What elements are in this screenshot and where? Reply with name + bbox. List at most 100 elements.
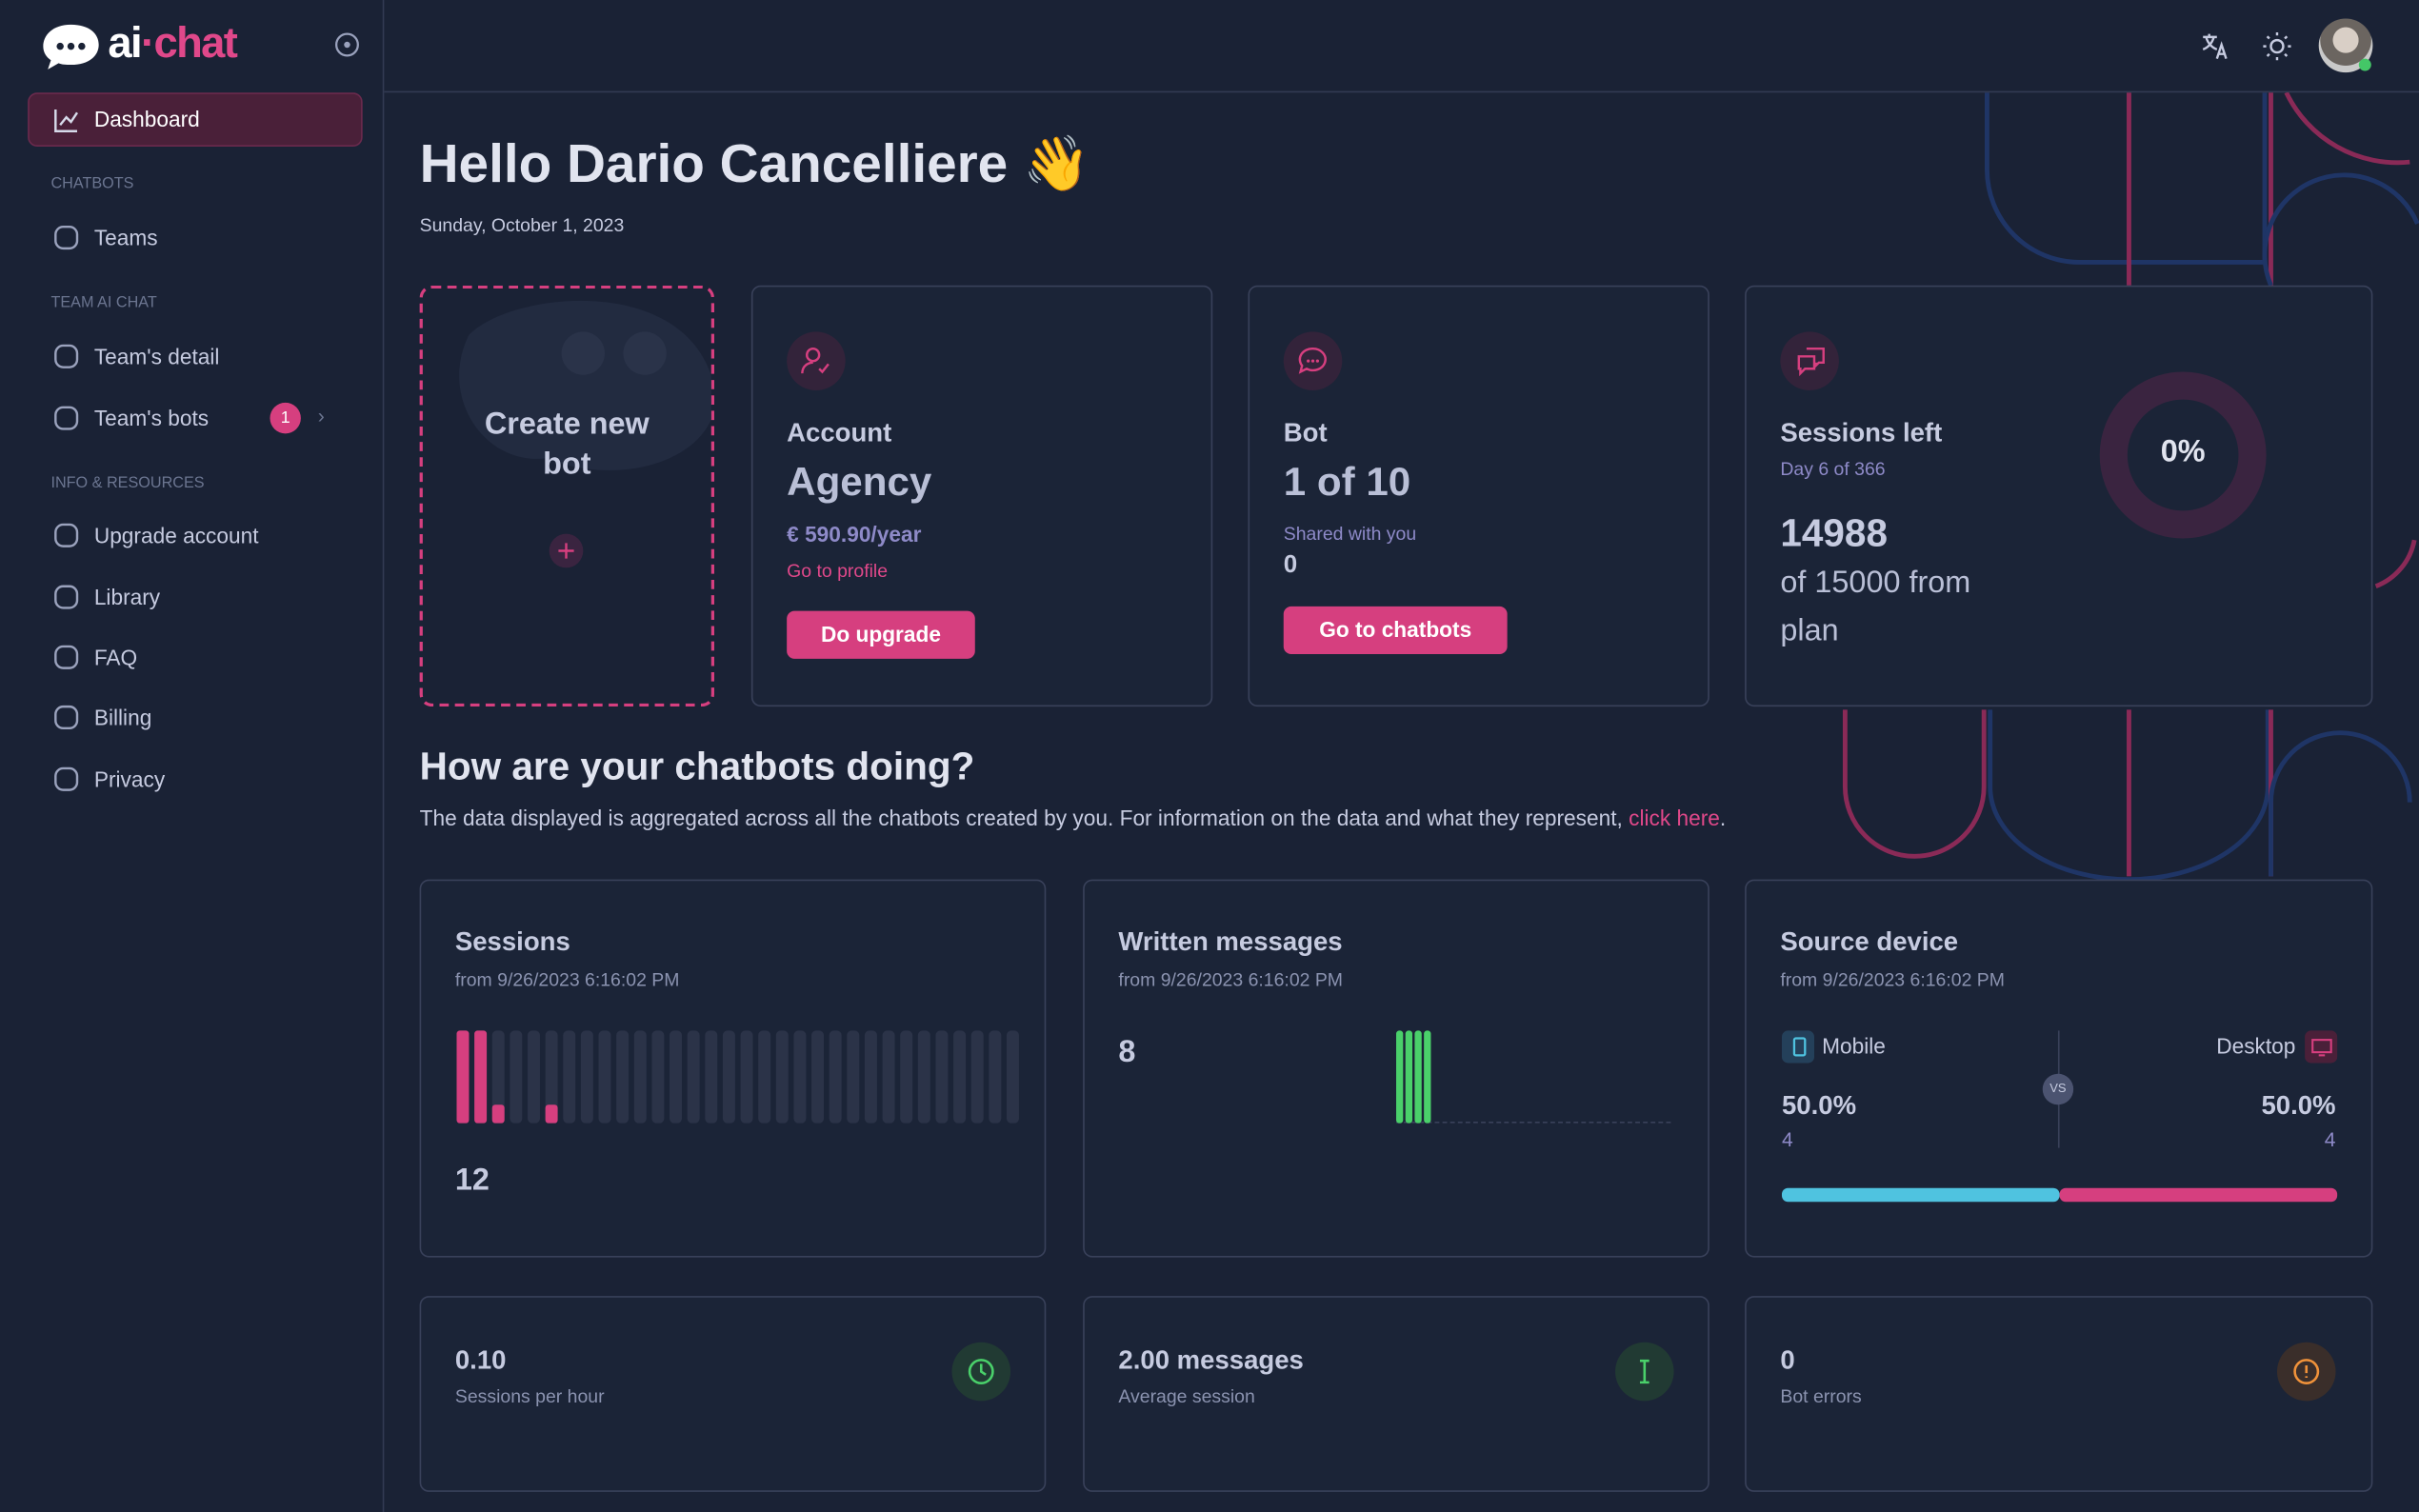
- messages-bars: [1396, 1030, 1674, 1124]
- nav-chevron[interactable]: ›: [317, 404, 325, 428]
- device-since: from 9/26/2023 6:16:02 PM: [1780, 968, 2005, 991]
- nav-label[interactable]: Privacy: [93, 766, 166, 792]
- sessions-percent: 0%: [2160, 434, 2206, 469]
- nav-label[interactable]: Billing: [93, 705, 152, 730]
- mobile-label: Mobile: [1822, 1033, 1886, 1059]
- logo: ai·chat: [108, 18, 237, 68]
- kpi-card: [1745, 1296, 2373, 1492]
- mobile-icon: [1781, 1030, 1815, 1064]
- bar: [1424, 1030, 1431, 1124]
- logo-icon: [43, 24, 99, 70]
- bar: [1396, 1030, 1404, 1124]
- nav-label[interactable]: Dashboard: [93, 106, 200, 131]
- sessions-since: from 9/26/2023 6:16:02 PM: [454, 968, 680, 991]
- bar-track: [793, 1030, 807, 1124]
- greeting: Hello Dario Cancelliere 👋: [419, 133, 1090, 195]
- theme-button[interactable]: [2262, 30, 2292, 61]
- bar-track: [580, 1030, 593, 1124]
- kpi-value: 0: [1780, 1344, 1795, 1375]
- nav-label[interactable]: Team's bots: [93, 406, 210, 431]
- vs-badge: VS: [2042, 1073, 2074, 1105]
- nav-icon-shape: [54, 645, 79, 669]
- nav-badge: 1: [270, 402, 301, 434]
- kpi-card: [419, 1296, 1047, 1492]
- kpi-value: 0.10: [454, 1344, 507, 1375]
- bar-track: [864, 1030, 877, 1124]
- account-price: € 590.90/year: [787, 521, 922, 547]
- messages-since: from 9/26/2023 6:16:02 PM: [1118, 968, 1344, 991]
- nav-label[interactable]: FAQ: [93, 645, 138, 670]
- sessions-title: Sessions: [454, 926, 570, 957]
- bar: [474, 1030, 488, 1124]
- sessions-bars: [456, 1030, 1019, 1124]
- upgrade-button[interactable]: Do upgrade: [787, 610, 975, 659]
- sidebar: [0, 0, 385, 1512]
- bar-track: [1006, 1030, 1019, 1124]
- nav-icon: [54, 109, 79, 132]
- sessions-total: 12: [454, 1163, 490, 1198]
- nav-icon: [54, 523, 79, 547]
- nav-heading: INFO & RESOURCES: [50, 475, 205, 492]
- description-text: The data displayed is aggregated across …: [419, 805, 1629, 830]
- nav-icon-shape: [54, 766, 79, 791]
- bar-track: [598, 1030, 611, 1124]
- device-title: Source device: [1780, 926, 1959, 957]
- kpi-label: Average session: [1118, 1385, 1255, 1407]
- bar-track: [633, 1030, 647, 1124]
- nav-dashboard[interactable]: [28, 92, 363, 147]
- glyph: [968, 1359, 994, 1384]
- nav-label[interactable]: Teams: [93, 225, 158, 250]
- desktop-glyph: [2311, 1039, 2332, 1057]
- nav-label[interactable]: Team's detail: [93, 344, 220, 369]
- chatbots-button[interactable]: Go to chatbots: [1283, 606, 1508, 655]
- kpi-icon-glyph: [2293, 1359, 2320, 1384]
- info-link[interactable]: click here: [1629, 805, 1720, 830]
- nav-heading: TEAM AI CHAT: [50, 294, 157, 312]
- bar-track: [687, 1030, 700, 1124]
- bar-track: [563, 1030, 576, 1124]
- bar-track: [616, 1030, 630, 1124]
- bar: [1405, 1030, 1413, 1124]
- sessions-day: Day 6 of 366: [1780, 458, 1886, 480]
- account-icon-glyph: [801, 347, 830, 374]
- sessions-donut: [2099, 371, 2267, 539]
- mobile-share-bar: [1781, 1187, 2060, 1203]
- collapse-button[interactable]: [335, 32, 360, 57]
- profile-link[interactable]: Go to profile: [787, 560, 889, 582]
- sessions-icon: [1780, 331, 1839, 390]
- kpi-label: Sessions per hour: [454, 1385, 605, 1407]
- logo-left: ai: [108, 18, 142, 67]
- glyph: [1639, 1359, 1649, 1384]
- nav-icon: [54, 766, 79, 791]
- nav-label[interactable]: Library: [93, 585, 161, 610]
- nav-icon: [54, 225, 79, 250]
- device-bar: [1781, 1187, 2338, 1203]
- glyph: [979, 1363, 987, 1376]
- create-card[interactable]: [419, 285, 715, 707]
- bar: [545, 1104, 558, 1124]
- nav-icon: [54, 406, 79, 430]
- create-label[interactable]: Create new bot: [484, 407, 650, 482]
- bar-track: [917, 1030, 930, 1124]
- create-plus[interactable]: [549, 533, 584, 568]
- bar-track: [811, 1030, 825, 1124]
- translate-button[interactable]: [2200, 30, 2230, 61]
- desktop-share-bar: [2059, 1187, 2338, 1203]
- bar-track: [989, 1030, 1002, 1124]
- bot-label: Bot: [1283, 418, 1328, 448]
- shared-label: Shared with you: [1283, 523, 1417, 546]
- bar: [456, 1030, 470, 1124]
- topbar: [384, 90, 2419, 93]
- bar-track: [722, 1030, 735, 1124]
- nav-icon-shape: [54, 523, 79, 547]
- sessions-detail: of 15000 from plan: [1780, 566, 1971, 648]
- bar: [491, 1104, 505, 1124]
- nav-icon: [54, 344, 79, 368]
- stats-title: How are your chatbots doing?: [419, 745, 975, 789]
- nav-label[interactable]: Upgrade account: [93, 523, 259, 548]
- nav-icon: [54, 645, 79, 669]
- messages-title: Written messages: [1118, 926, 1343, 957]
